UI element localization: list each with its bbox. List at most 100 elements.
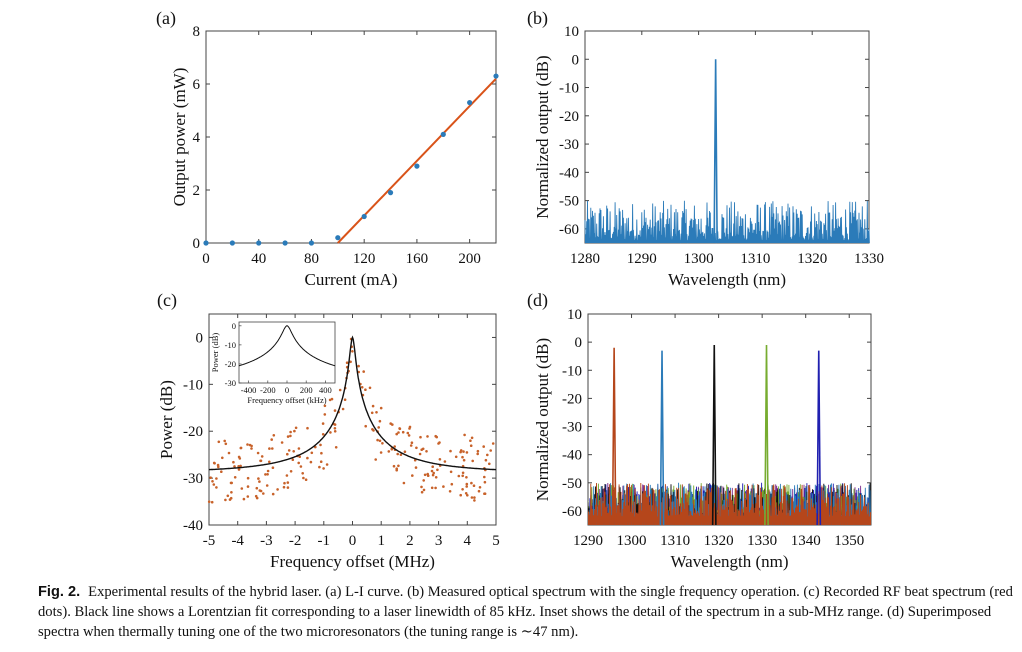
beat-data-point bbox=[265, 484, 269, 487]
inset-x-axis-label: Frequency offset (kHz) bbox=[247, 395, 326, 405]
inset-fit-line bbox=[238, 325, 336, 367]
beat-data-point bbox=[461, 488, 464, 491]
panel-d: 1290 1300 1310 1320 1330 1340 1350 10 0 -10 -20 -30… bbox=[527, 290, 872, 571]
beat-data-point bbox=[469, 439, 472, 443]
beat-data-point bbox=[271, 466, 275, 470]
y-tick-label: -10 bbox=[559, 81, 579, 97]
x-axis-label: Current (mA) bbox=[304, 270, 397, 289]
beat-data-point bbox=[378, 439, 382, 443]
beat-data-point bbox=[283, 481, 286, 485]
noise-floor-trace bbox=[584, 200, 870, 244]
y-tick-label: 0 bbox=[572, 52, 580, 68]
beat-data-point bbox=[299, 465, 303, 468]
beat-data-point bbox=[387, 450, 391, 453]
beat-data-point bbox=[246, 485, 250, 488]
data-point bbox=[440, 131, 446, 137]
beat-data-point bbox=[426, 435, 429, 438]
beat-data-point bbox=[461, 455, 464, 459]
beat-data-point bbox=[381, 442, 384, 445]
beat-data-point bbox=[297, 447, 301, 450]
beat-data-point bbox=[233, 476, 237, 479]
x-tick-label: 2 bbox=[406, 533, 414, 549]
spectral-peak bbox=[764, 344, 769, 525]
beat-data-point bbox=[473, 499, 476, 502]
beat-data-point bbox=[217, 440, 221, 444]
beat-data-point bbox=[306, 426, 309, 430]
data-point bbox=[256, 240, 262, 246]
beat-data-point bbox=[421, 447, 425, 451]
beat-data-point bbox=[250, 444, 253, 448]
beat-data-point bbox=[408, 425, 412, 429]
y-tick-label: 10 bbox=[567, 307, 582, 323]
beat-data-point bbox=[442, 485, 445, 488]
caption-label: Fig. 2. bbox=[38, 584, 81, 600]
beat-data-point bbox=[425, 450, 428, 453]
x-tick-label: 1290 bbox=[573, 533, 603, 549]
x-tick-label: 1340 bbox=[791, 533, 821, 549]
beat-data-point bbox=[483, 492, 486, 496]
beat-data-point bbox=[268, 460, 271, 464]
beat-data-point bbox=[464, 492, 468, 495]
inset-x-tick-label: -400 bbox=[241, 385, 257, 395]
beat-data-point bbox=[372, 429, 375, 432]
beat-data-point bbox=[436, 468, 439, 472]
beat-data-point bbox=[462, 458, 466, 462]
beat-data-point bbox=[333, 430, 337, 433]
beat-data-point bbox=[471, 459, 475, 463]
beat-data-point bbox=[215, 486, 218, 489]
beat-data-point bbox=[351, 350, 354, 353]
beat-data-point bbox=[370, 411, 374, 415]
beat-data-point bbox=[396, 452, 400, 456]
beat-data-point bbox=[397, 431, 400, 434]
beat-data-point bbox=[322, 467, 325, 470]
y-tick-label: 4 bbox=[193, 130, 201, 146]
beat-data-point bbox=[276, 488, 279, 491]
beat-data-point bbox=[289, 470, 293, 473]
x-tick-label: 0 bbox=[349, 533, 357, 549]
beat-data-point bbox=[286, 435, 290, 438]
beat-data-point bbox=[292, 450, 296, 453]
data-point bbox=[335, 235, 341, 241]
spectral-peak bbox=[713, 59, 718, 244]
beat-data-point bbox=[258, 489, 262, 492]
beat-data-point bbox=[306, 456, 309, 460]
beat-data-point bbox=[374, 458, 378, 461]
beat-data-point bbox=[239, 464, 242, 468]
beat-data-point bbox=[232, 460, 235, 464]
beat-data-point bbox=[459, 493, 463, 497]
y-tick-label: 2 bbox=[193, 183, 201, 199]
beat-data-point bbox=[297, 461, 301, 465]
inset-frame bbox=[238, 321, 336, 384]
y-axis-label: Normalized output (dB) bbox=[533, 55, 552, 218]
x-tick-label: 1320 bbox=[797, 251, 827, 267]
y-tick-label: -20 bbox=[559, 109, 579, 125]
y-tick-label: -10 bbox=[183, 377, 203, 393]
beat-data-point bbox=[266, 469, 270, 473]
lorentzian-fit-line bbox=[208, 335, 497, 471]
x-tick-label: 80 bbox=[304, 251, 319, 267]
beat-data-point bbox=[409, 444, 413, 447]
beat-data-point bbox=[280, 441, 284, 444]
beat-data-point bbox=[432, 471, 436, 475]
beat-data-point bbox=[240, 487, 244, 490]
beat-data-point bbox=[291, 458, 295, 462]
beat-data-point bbox=[319, 443, 322, 447]
beat-data-point bbox=[379, 406, 383, 410]
data-point bbox=[203, 240, 209, 246]
beat-data-point bbox=[259, 459, 262, 463]
beat-data-point bbox=[285, 474, 289, 477]
y-axis-label: Output power (mW) bbox=[170, 68, 189, 207]
beat-data-point bbox=[465, 485, 469, 488]
beat-data-point bbox=[454, 455, 458, 459]
beat-data-point bbox=[426, 474, 430, 478]
beat-data-point bbox=[395, 432, 399, 436]
beat-data-point bbox=[379, 451, 383, 454]
x-tick-label: -1 bbox=[318, 533, 331, 549]
data-point bbox=[493, 73, 499, 79]
x-tick-label: 1290 bbox=[627, 251, 657, 267]
beat-data-point bbox=[207, 500, 211, 504]
data-point bbox=[414, 163, 420, 169]
beat-data-point bbox=[368, 386, 372, 390]
beat-data-point bbox=[470, 481, 473, 485]
plot-frame bbox=[205, 30, 497, 244]
